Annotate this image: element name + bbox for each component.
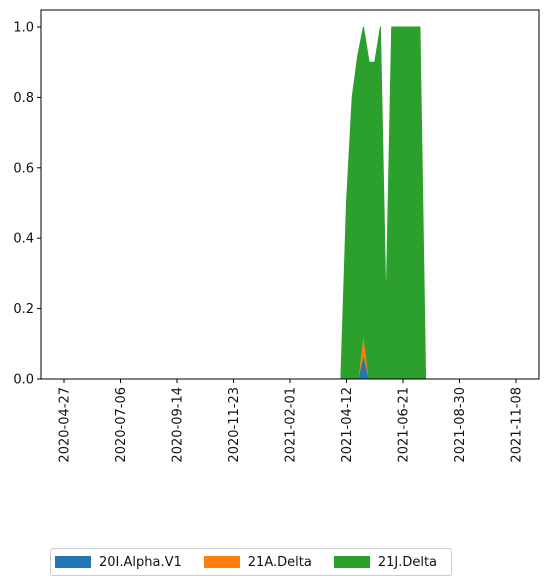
x-tick-label-0: 2020-04-27 bbox=[58, 387, 73, 463]
plot-frame bbox=[40, 9, 540, 380]
legend: 20I.Alpha.V1 21A.Delta 21J.Delta bbox=[50, 548, 452, 576]
legend-swatch-21j-delta bbox=[333, 556, 370, 568]
legend-swatch-alpha bbox=[55, 556, 91, 568]
y-tick-label-1: 0.2 bbox=[13, 302, 34, 317]
y-tick-label-3: 0.6 bbox=[13, 161, 34, 176]
x-tick-label-1: 2020-07-06 bbox=[114, 387, 129, 463]
x-tick-label-6: 2021-06-21 bbox=[397, 387, 412, 463]
x-tick-label-4: 2021-02-01 bbox=[284, 387, 299, 463]
legend-swatch-21a-delta bbox=[203, 556, 240, 568]
legend-item-21a-delta: 21A.Delta bbox=[203, 554, 312, 570]
plot-areas bbox=[63, 26, 517, 380]
legend-label-alpha: 20I.Alpha.V1 bbox=[99, 554, 182, 570]
legend-item-alpha: 20I.Alpha.V1 bbox=[55, 555, 182, 570]
y-tick-label-0: 0.0 bbox=[13, 373, 34, 388]
y-tick-label-5: 1.0 bbox=[13, 21, 34, 36]
area-series-2 bbox=[63, 26, 517, 380]
y-tick-label-2: 0.4 bbox=[13, 232, 34, 247]
x-tick-label-5: 2021-04-12 bbox=[340, 387, 355, 463]
x-tick-label-2: 2020-09-14 bbox=[171, 387, 186, 463]
legend-label-21j-delta: 21J.Delta bbox=[377, 554, 438, 570]
area-series-1 bbox=[63, 332, 517, 380]
x-tick-label-7: 2021-08-30 bbox=[453, 387, 468, 463]
area-series-0 bbox=[63, 353, 517, 380]
legend-label-21a-delta: 21A.Delta bbox=[247, 554, 312, 570]
x-tick-label-3: 2020-11-23 bbox=[227, 387, 242, 463]
stacked-area-chart: 0.00.20.40.60.81.0 2020-04-27 2020-07-06 2… bbox=[13, 9, 540, 463]
y-axis: 0.0 0.2 0.4 0.6 0.8 1.0 bbox=[13, 21, 41, 388]
x-axis: 2020-04-27 2020-07-06 2020-09-14 2020-11-23… bbox=[58, 379, 525, 463]
x-tick-label-8: 2021-11-08 bbox=[510, 387, 525, 463]
legend-item-21j-delta: 21J.Delta bbox=[333, 554, 438, 570]
y-tick-label-4: 0.8 bbox=[13, 91, 34, 106]
